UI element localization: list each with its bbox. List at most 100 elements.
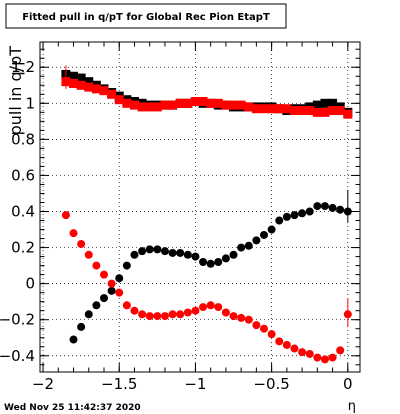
data-point — [160, 247, 169, 256]
data-point — [206, 301, 215, 310]
data-point — [282, 212, 291, 221]
data-point — [77, 239, 86, 248]
data-point — [115, 288, 124, 297]
data-point — [84, 250, 93, 259]
data-point — [168, 100, 178, 110]
y-tick-label: 0.6 — [11, 166, 35, 184]
data-point — [290, 344, 299, 353]
data-point — [92, 301, 101, 310]
data-point — [69, 335, 78, 344]
data-point — [168, 248, 177, 257]
data-point — [260, 324, 268, 333]
data-point — [160, 312, 169, 321]
data-point — [298, 348, 307, 357]
data-point — [122, 301, 131, 310]
data-point — [312, 100, 322, 110]
x-tick-label: −0.5 — [253, 375, 289, 393]
data-point — [229, 312, 238, 321]
title-box — [5, 3, 287, 29]
data-point — [175, 98, 185, 108]
data-point — [69, 78, 79, 88]
data-point — [99, 86, 109, 96]
data-point — [289, 106, 299, 116]
y-tick-label: 0.2 — [11, 239, 35, 257]
data-point — [100, 270, 108, 279]
data-point — [328, 353, 337, 362]
data-point — [168, 310, 177, 319]
data-point — [313, 202, 322, 211]
data-point — [335, 106, 345, 116]
data-point — [237, 243, 246, 252]
data-point — [176, 248, 185, 257]
data-point — [206, 259, 215, 268]
data-point — [267, 104, 277, 114]
data-point — [199, 303, 208, 312]
data-point — [290, 211, 299, 220]
data-point — [92, 261, 101, 270]
data-point — [145, 312, 154, 321]
data-point — [138, 247, 147, 256]
data-point — [237, 313, 246, 322]
data-point — [305, 106, 315, 116]
data-point — [336, 346, 345, 355]
data-point — [221, 308, 230, 317]
data-point — [251, 104, 261, 114]
data-point — [214, 303, 223, 312]
plot-frame — [39, 41, 361, 373]
y-axis-title: pull in q/pT — [6, 46, 25, 136]
y-tick-label: 0.4 — [11, 203, 35, 221]
data-point — [206, 98, 216, 108]
data-point — [267, 225, 276, 234]
data-markers — [61, 65, 353, 364]
data-point — [137, 102, 147, 112]
data-point — [153, 312, 162, 321]
data-point — [176, 310, 185, 319]
data-point — [244, 102, 254, 112]
data-point — [152, 102, 162, 112]
data-point — [282, 340, 291, 349]
y-tick-label: 0.8 — [11, 130, 35, 148]
data-point — [328, 106, 338, 116]
data-point — [76, 80, 86, 90]
y-tick-label: 0 — [25, 275, 35, 293]
data-point — [160, 100, 170, 110]
data-point — [61, 211, 70, 220]
data-point — [275, 337, 284, 346]
axis-ticks — [40, 42, 360, 372]
data-point — [313, 353, 322, 362]
data-point — [91, 84, 101, 94]
x-axis-title: η — [348, 399, 356, 414]
data-point — [214, 258, 223, 266]
data-point — [69, 229, 78, 238]
data-point — [190, 97, 200, 107]
data-point — [343, 109, 353, 119]
data-point — [320, 355, 329, 364]
data-point — [115, 274, 124, 283]
data-point — [244, 315, 253, 324]
data-point — [274, 104, 284, 114]
data-point — [236, 100, 246, 110]
data-point — [183, 250, 192, 259]
data-point — [198, 97, 208, 107]
data-point — [221, 100, 231, 110]
data-point — [244, 241, 253, 250]
data-point — [84, 310, 93, 319]
x-tick-label: 0 — [343, 375, 353, 393]
data-point — [107, 286, 116, 295]
data-point — [297, 106, 307, 116]
data-point — [145, 102, 155, 112]
data-point — [138, 310, 147, 319]
data-point — [282, 104, 292, 114]
y-tick-label: −0.2 — [0, 311, 35, 329]
data-point — [229, 100, 239, 110]
data-point — [305, 349, 314, 358]
data-point — [213, 98, 223, 108]
data-point — [153, 245, 162, 254]
data-point — [130, 250, 139, 259]
data-point — [320, 98, 330, 108]
data-point — [114, 95, 124, 105]
data-point — [328, 203, 337, 212]
data-point — [84, 82, 94, 92]
data-point — [320, 107, 330, 117]
